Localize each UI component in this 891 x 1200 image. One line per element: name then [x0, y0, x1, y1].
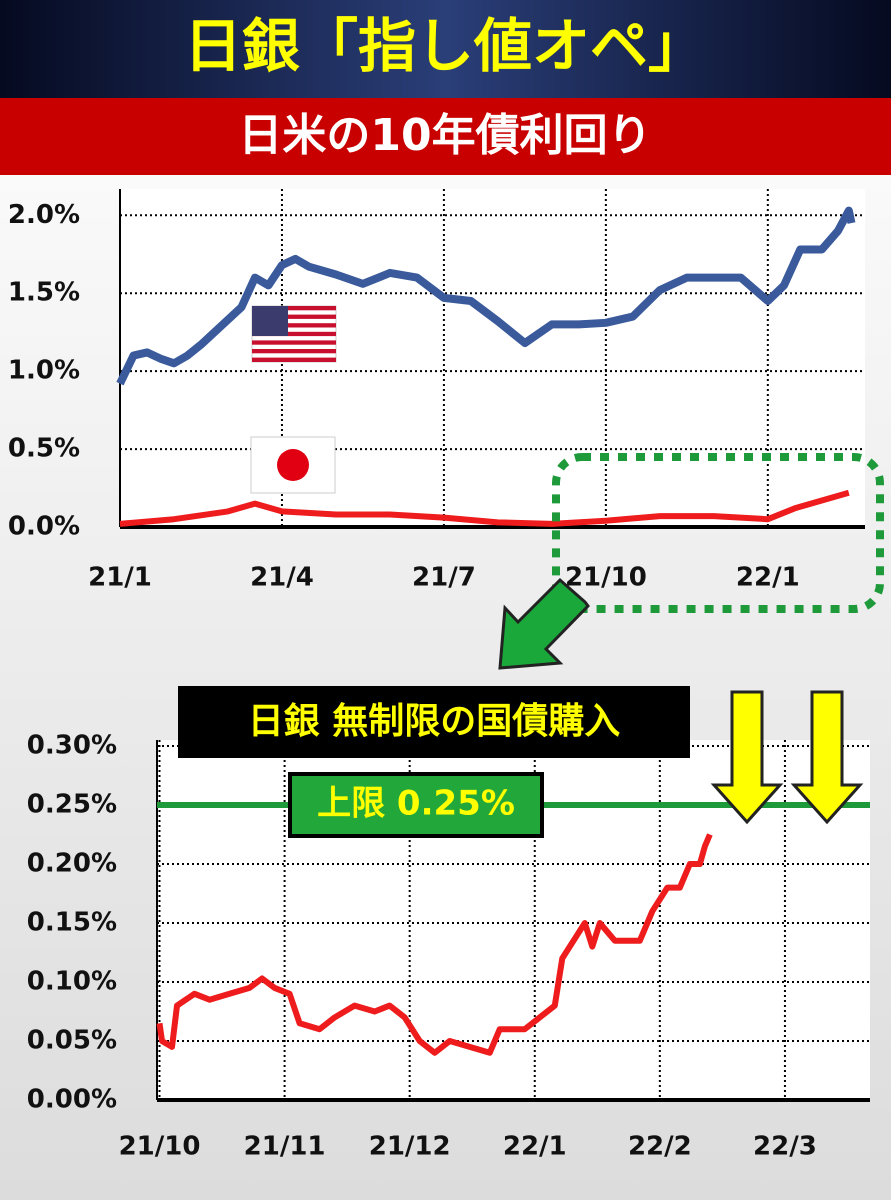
x-tick-label: 22/2	[628, 1132, 692, 1162]
x-tick-label: 22/1	[736, 563, 800, 593]
y-tick-label: 0.10%	[27, 967, 117, 997]
x-tick-label: 21/10	[119, 1132, 201, 1162]
series-line	[156, 833, 713, 1056]
series-line	[119, 489, 850, 527]
annotation: 日銀 無制限の国債購入	[248, 701, 621, 742]
highlight-box	[552, 453, 884, 613]
yellow-arrow	[710, 690, 784, 825]
reference-label: 上限 0.25%	[317, 784, 515, 824]
y-tick-label: 0.05%	[27, 1026, 117, 1056]
plot-area	[120, 189, 865, 527]
x-tick-label: 21/12	[369, 1132, 451, 1162]
y-tick-label: 0.0%	[8, 512, 80, 542]
x-tick-label: 22/3	[753, 1132, 817, 1162]
x-tick-label: 22/1	[503, 1132, 567, 1162]
annotation-box	[178, 686, 690, 758]
x-tick-label: 21/10	[565, 563, 647, 593]
y-tick-label: 0.00%	[27, 1085, 117, 1115]
y-tick-label: 0.5%	[8, 434, 80, 464]
header-band	[0, 0, 891, 98]
plots: 0.0% 0.5% 1.0% 1.5% 2.0% 21/1 21/4 21/7 21/10 22/…	[8, 189, 870, 1162]
yellow-arrow	[790, 690, 864, 825]
y-tick-label: 0.30%	[27, 731, 117, 761]
subtitle: 日米の10年債利回り	[238, 110, 651, 161]
y-tick-label: 0.25%	[27, 790, 117, 820]
x-tick-label: 21/4	[250, 563, 314, 593]
y-tick-label: 0.20%	[27, 849, 117, 879]
x-tick-label: 21/11	[244, 1132, 326, 1162]
y-tick-label: 0.15%	[27, 908, 117, 938]
title: 日銀「指し値オペ」	[184, 12, 706, 80]
y-tick-label: 2.0%	[8, 200, 80, 230]
subtitle-band	[0, 98, 891, 175]
reference-label-box	[288, 772, 544, 838]
green-arrow	[498, 577, 590, 670]
jp-flag	[250, 436, 336, 494]
series-line	[116, 206, 856, 386]
x-tick-label: 21/1	[88, 563, 152, 593]
x-tick-label: 21/7	[412, 563, 476, 593]
y-tick-label: 1.0%	[8, 356, 80, 386]
us-flag	[251, 305, 337, 363]
y-tick-label: 1.5%	[8, 278, 80, 308]
